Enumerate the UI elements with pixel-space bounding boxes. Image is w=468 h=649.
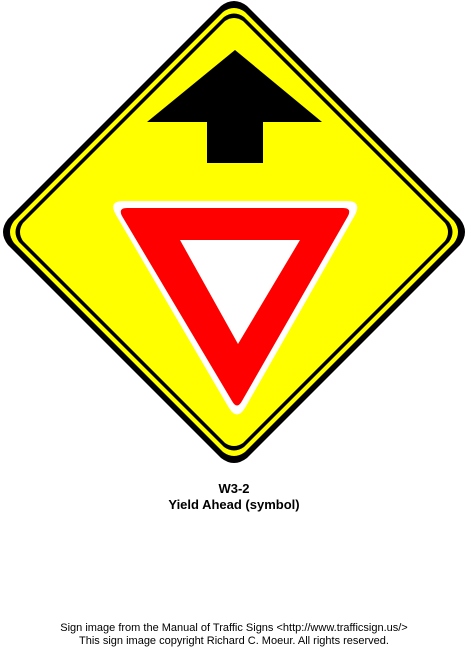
- sign-image: [0, 0, 468, 470]
- source-credit: Sign image from the Manual of Traffic Si…: [0, 622, 468, 635]
- warning-sign-diamond: [0, 0, 468, 470]
- sign-code: W3-2: [0, 481, 468, 497]
- sign-name: Yield Ahead (symbol): [0, 497, 468, 513]
- copyright-notice: This sign image copyright Richard C. Moe…: [0, 635, 468, 648]
